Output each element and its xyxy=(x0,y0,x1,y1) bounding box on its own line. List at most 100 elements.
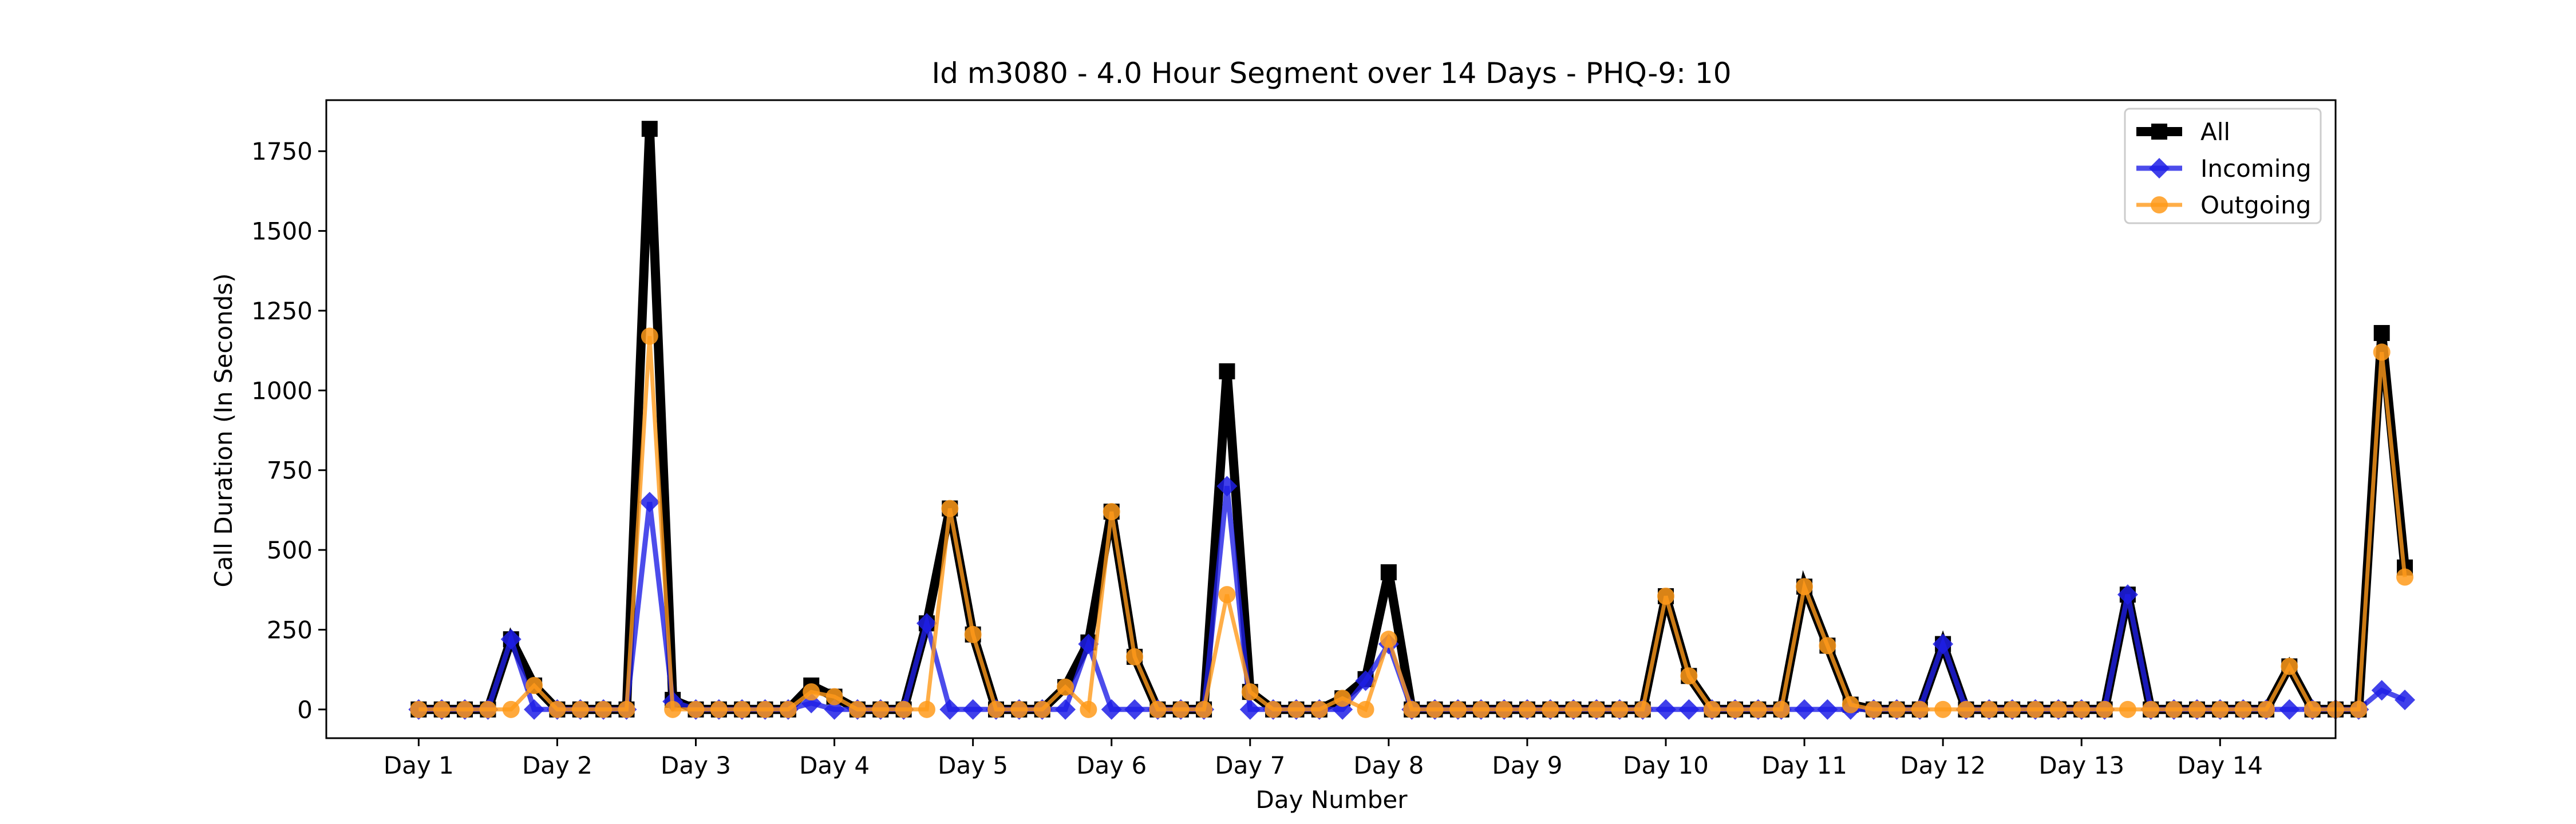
data-point-outgoing xyxy=(1819,637,1836,655)
legend-item-incoming: Incoming xyxy=(2136,154,2312,183)
data-point-outgoing xyxy=(895,700,912,718)
data-point-incoming xyxy=(1216,476,1238,497)
x-tick-label: Day 1 xyxy=(384,751,454,779)
y-tick-label: 500 xyxy=(267,536,313,564)
data-point-outgoing xyxy=(918,700,935,718)
data-point-incoming xyxy=(2371,680,2392,701)
data-point-incoming xyxy=(824,699,845,720)
data-point-outgoing xyxy=(848,700,866,718)
legend-marker-outgoing xyxy=(2151,196,2168,213)
data-point-incoming xyxy=(939,699,961,720)
data-point-outgoing xyxy=(1426,700,1444,718)
data-point-outgoing xyxy=(1957,700,1975,718)
data-point-incoming xyxy=(1101,699,1122,720)
data-point-outgoing xyxy=(502,700,520,718)
data-point-outgoing xyxy=(664,700,682,718)
data-point-outgoing xyxy=(1334,690,1352,707)
data-point-outgoing xyxy=(479,700,497,718)
data-point-incoming xyxy=(524,699,545,720)
data-point-incoming xyxy=(2395,690,2416,711)
data-point-all xyxy=(641,121,658,137)
y-tick-label: 0 xyxy=(297,696,313,724)
data-point-outgoing xyxy=(1472,700,1490,718)
data-point-incoming xyxy=(1678,699,1700,720)
data-point-outgoing xyxy=(1703,700,1721,718)
data-point-outgoing xyxy=(1518,700,1536,718)
x-tick-label: Day 8 xyxy=(1353,751,1424,779)
data-point-outgoing xyxy=(687,700,705,718)
data-point-outgoing xyxy=(1380,631,1397,648)
legend: All Incoming Outgoing xyxy=(2124,108,2322,224)
data-point-outgoing xyxy=(1241,683,1259,701)
x-tick-label: Day 6 xyxy=(1076,751,1147,779)
plot-frame xyxy=(325,99,2337,739)
data-point-outgoing xyxy=(456,700,474,718)
data-point-outgoing xyxy=(1657,587,1674,605)
data-point-outgoing xyxy=(2049,700,2067,718)
x-tick-label: Day 5 xyxy=(938,751,1008,779)
plot-area xyxy=(408,121,2416,720)
data-point-incoming xyxy=(1817,699,1838,720)
legend-marker-all xyxy=(2151,124,2167,140)
data-point-outgoing xyxy=(1680,667,1698,685)
data-point-outgoing xyxy=(2142,700,2160,718)
legend-item-outgoing: Outgoing xyxy=(2136,191,2311,219)
data-point-outgoing xyxy=(2281,657,2298,675)
data-point-incoming xyxy=(1055,699,1076,720)
x-tick-label: Day 12 xyxy=(1900,751,1986,779)
data-point-outgoing xyxy=(433,700,451,718)
data-point-outgoing xyxy=(2165,700,2183,718)
x-tick-label: Day 9 xyxy=(1492,751,1562,779)
data-point-incoming xyxy=(1794,699,1815,720)
data-point-outgoing xyxy=(1542,700,1559,718)
data-point-outgoing xyxy=(710,700,728,718)
data-point-outgoing xyxy=(2073,700,2091,718)
data-point-incoming xyxy=(2279,699,2300,720)
data-point-incoming xyxy=(2117,584,2138,605)
x-tick-label: Day 4 xyxy=(799,751,870,779)
data-point-outgoing xyxy=(987,700,1005,718)
data-point-outgoing xyxy=(1865,700,1883,718)
data-point-outgoing xyxy=(595,700,613,718)
y-tick-label: 750 xyxy=(267,457,313,485)
data-point-outgoing xyxy=(1126,648,1144,665)
data-point-incoming xyxy=(1355,670,1376,691)
x-tick-label: Day 3 xyxy=(661,751,731,779)
x-tick-label: Day 7 xyxy=(1215,751,1285,779)
data-point-outgoing xyxy=(1796,578,1814,596)
data-point-outgoing xyxy=(1934,700,1952,718)
data-point-outgoing xyxy=(2373,343,2391,361)
data-point-outgoing xyxy=(2004,700,2021,718)
data-point-outgoing xyxy=(2396,568,2414,586)
data-point-incoming xyxy=(639,492,660,513)
data-point-outgoing xyxy=(2119,700,2136,718)
data-point-outgoing xyxy=(1172,700,1190,718)
data-point-outgoing xyxy=(964,625,982,643)
data-point-outgoing xyxy=(2234,700,2252,718)
y-tick-label: 1500 xyxy=(251,217,313,245)
data-point-outgoing xyxy=(2257,700,2275,718)
data-point-outgoing xyxy=(1726,700,1744,718)
data-point-outgoing xyxy=(2350,700,2368,718)
data-point-outgoing xyxy=(1772,700,1790,718)
data-point-outgoing xyxy=(1634,700,1652,718)
data-point-incoming xyxy=(500,629,521,650)
data-point-outgoing xyxy=(1357,700,1374,718)
x-axis-label: Day Number xyxy=(1255,786,1408,814)
data-point-outgoing xyxy=(2211,700,2229,718)
data-point-outgoing xyxy=(1310,700,1328,718)
data-point-outgoing xyxy=(1218,586,1236,604)
data-point-outgoing xyxy=(1195,700,1213,718)
data-point-outgoing xyxy=(825,688,843,706)
data-point-outgoing xyxy=(1564,700,1582,718)
axes: 0 250 500 750 1000 1250 1500 1750 Day 1 Day 2 Day … xyxy=(251,99,2337,779)
data-point-incoming xyxy=(1124,699,1145,720)
data-point-outgoing xyxy=(548,700,566,718)
data-point-outgoing xyxy=(1587,700,1605,718)
data-point-incoming xyxy=(1656,699,1676,720)
data-point-incoming xyxy=(1239,699,1261,720)
data-point-outgoing xyxy=(618,700,635,718)
legend-label-incoming: Incoming xyxy=(2200,154,2312,183)
data-point-outgoing xyxy=(803,683,820,701)
legend-marker-incoming xyxy=(2149,158,2170,179)
